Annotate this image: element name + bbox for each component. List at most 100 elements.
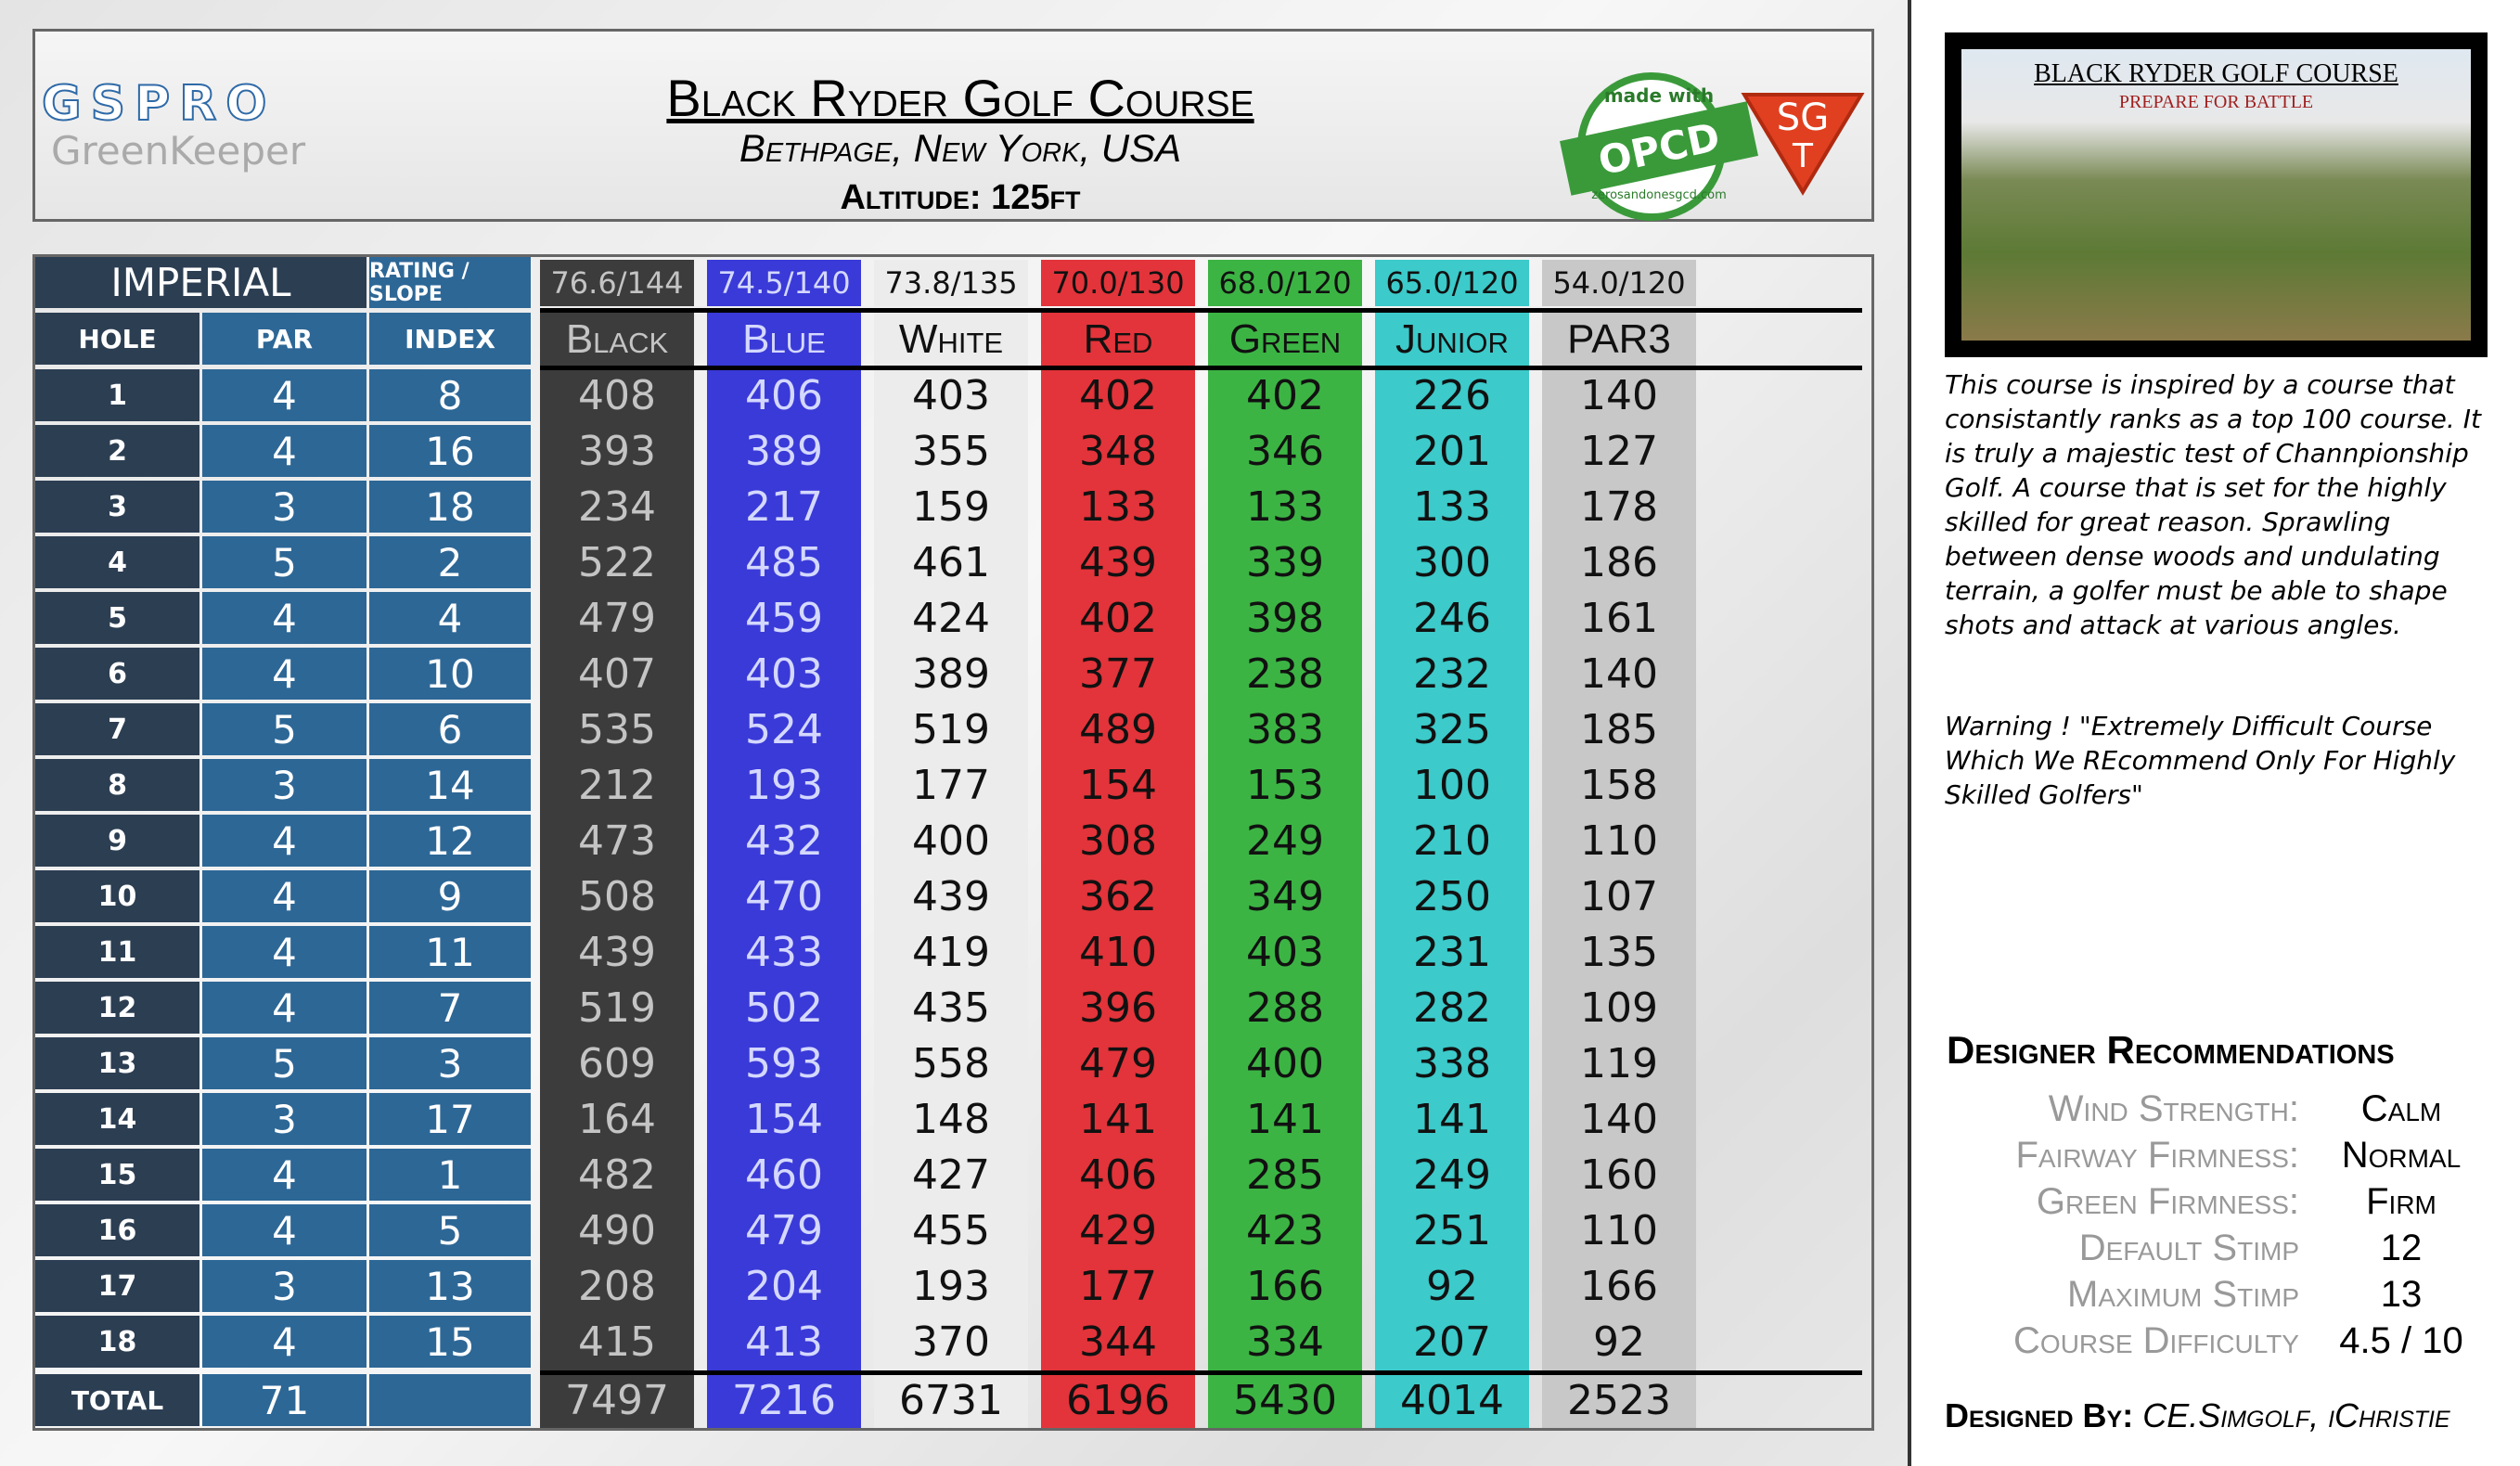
tee-band xyxy=(1208,310,1362,1428)
hole-number: 18 xyxy=(35,1316,199,1368)
tee-name: White xyxy=(898,316,1004,362)
hole-index: 7 xyxy=(369,982,531,1034)
tee-yardage: 210 xyxy=(1413,817,1491,865)
tee-name: Blue xyxy=(742,316,826,362)
column-header: INDEX xyxy=(369,313,531,365)
hole-index: 2 xyxy=(369,536,531,588)
course-title: Black Ryder Golf Course xyxy=(666,68,1254,127)
tee-yardage: 110 xyxy=(1580,817,1658,865)
designed-by-names: CE.Simgolf, iChristie xyxy=(2142,1396,2450,1434)
tee-yardage: 535 xyxy=(578,705,656,753)
tee-band xyxy=(540,310,694,1428)
tee-yardage: 110 xyxy=(1580,1206,1658,1254)
tee-yardage: 338 xyxy=(1413,1039,1491,1087)
course-altitude: Altitude: 125ft xyxy=(840,177,1081,217)
index-total xyxy=(369,1374,531,1426)
tee-yardage: 238 xyxy=(1246,649,1324,698)
hole-number: 13 xyxy=(35,1037,199,1089)
tee-total: 2523 xyxy=(1567,1376,1671,1424)
tee-yardage: 427 xyxy=(912,1151,990,1199)
tee-yardage: 141 xyxy=(1246,1095,1324,1143)
tee-yardage: 408 xyxy=(578,371,656,419)
opcd-top: made with xyxy=(1603,84,1715,107)
rule-line xyxy=(540,366,1862,370)
opcd-url: zerosandonesgcd.com xyxy=(1591,187,1727,202)
tee-yardage: 439 xyxy=(578,928,656,976)
hole-index: 15 xyxy=(369,1316,531,1368)
hole-index: 1 xyxy=(369,1149,531,1201)
tee-name: Red xyxy=(1083,316,1153,362)
tee-yardage: 433 xyxy=(745,928,823,976)
tee-yardage: 410 xyxy=(1079,928,1157,976)
hole-index: 3 xyxy=(369,1037,531,1089)
rule-line xyxy=(540,1370,1862,1375)
tee-total: 7216 xyxy=(732,1376,836,1424)
tee-yardage: 479 xyxy=(1079,1039,1157,1087)
tee-rating: 74.5/140 xyxy=(707,260,861,306)
sgt-bottom: T xyxy=(1793,136,1813,175)
tee-yardage: 398 xyxy=(1246,594,1324,642)
recommendation-label: Green Firmness: xyxy=(2036,1180,2299,1222)
tee-yardage: 609 xyxy=(578,1039,656,1087)
hole-number: 4 xyxy=(35,536,199,588)
tee-yardage: 349 xyxy=(1246,872,1324,920)
logo: GSPRO xyxy=(41,75,276,133)
tee-yardage: 400 xyxy=(912,817,990,865)
tee-band xyxy=(1041,310,1195,1428)
tee-total: 6731 xyxy=(899,1376,1003,1424)
sgt-top: SG xyxy=(1776,96,1830,139)
rule-line xyxy=(540,308,1862,313)
tee-yardage: 285 xyxy=(1246,1151,1324,1199)
tee-yardage: 140 xyxy=(1580,371,1658,419)
tee-yardage: 402 xyxy=(1246,371,1324,419)
tee-yardage: 133 xyxy=(1079,482,1157,531)
tee-name: Black xyxy=(565,316,669,362)
tee-yardage: 226 xyxy=(1413,371,1491,419)
recommendation-label: Wind Strength: xyxy=(2048,1087,2299,1129)
tee-yardage: 432 xyxy=(745,817,823,865)
hole-number: 6 xyxy=(35,648,199,700)
tee-yardage: 402 xyxy=(1079,594,1157,642)
hole-index: 14 xyxy=(369,759,531,811)
tee-yardage: 362 xyxy=(1079,872,1157,920)
tee-yardage: 178 xyxy=(1580,482,1658,531)
tee-yardage: 133 xyxy=(1413,482,1491,531)
tee-yardage: 250 xyxy=(1413,872,1491,920)
hole-number: 8 xyxy=(35,759,199,811)
hole-par: 3 xyxy=(202,1093,366,1145)
tee-yardage: 153 xyxy=(1246,761,1324,809)
tee-yardage: 355 xyxy=(912,427,990,475)
tee-yardage: 473 xyxy=(578,817,656,865)
course-description: This course is inspired by a course that… xyxy=(1945,369,2481,640)
tee-yardage: 159 xyxy=(912,482,990,531)
hole-index: 16 xyxy=(369,425,531,477)
hole-number: 7 xyxy=(35,703,199,755)
tee-yardage: 377 xyxy=(1079,649,1157,698)
column-header: HOLE xyxy=(35,313,199,365)
tee-band xyxy=(874,310,1028,1428)
tee-yardage: 140 xyxy=(1580,1095,1658,1143)
hole-number: 12 xyxy=(35,982,199,1034)
promo-subtitle: PREPARE FOR BATTLE xyxy=(2118,91,2314,112)
tee-yardage: 508 xyxy=(578,872,656,920)
tee-yardage: 439 xyxy=(912,872,990,920)
tee-yardage: 415 xyxy=(578,1318,656,1366)
tee-yardage: 232 xyxy=(1413,649,1491,698)
hole-par: 3 xyxy=(202,759,366,811)
designed-by-label: Designed By: xyxy=(1945,1396,2134,1434)
hole-number: 16 xyxy=(35,1204,199,1256)
tee-yardage: 455 xyxy=(912,1206,990,1254)
tee-yardage: 344 xyxy=(1079,1318,1157,1366)
recommendation-value: Firm xyxy=(2366,1180,2436,1222)
hole-par: 4 xyxy=(202,1149,366,1201)
hole-number: 5 xyxy=(35,592,199,644)
hole-par: 4 xyxy=(202,870,366,922)
hole-index: 9 xyxy=(369,870,531,922)
hole-index: 5 xyxy=(369,1204,531,1256)
tee-yardage: 107 xyxy=(1580,872,1658,920)
tee-yardage: 403 xyxy=(745,649,823,698)
tee-yardage: 383 xyxy=(1246,705,1324,753)
recommendation-label: Default Stimp xyxy=(2078,1227,2299,1268)
hole-par: 4 xyxy=(202,1316,366,1368)
tee-yardage: 407 xyxy=(578,649,656,698)
